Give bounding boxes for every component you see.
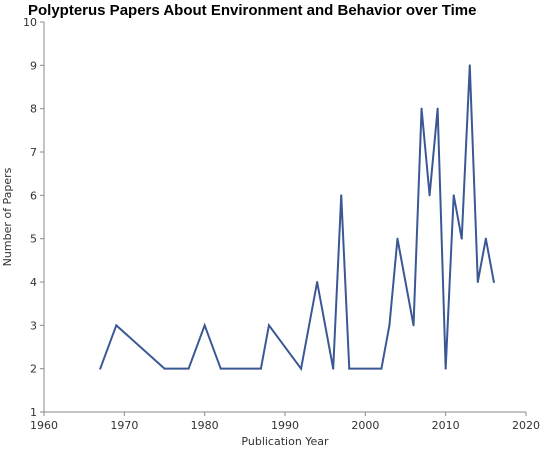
axis-labels: Publication Year Number of Papers bbox=[1, 167, 329, 448]
data-point bbox=[444, 367, 447, 370]
y-tick-label: 8 bbox=[30, 103, 37, 116]
y-tick-label: 3 bbox=[30, 319, 37, 332]
x-tick-label: 2000 bbox=[351, 419, 379, 432]
x-axis-title: Publication Year bbox=[241, 435, 329, 448]
data-point bbox=[259, 367, 262, 370]
data-point bbox=[460, 237, 463, 240]
data-point bbox=[436, 107, 439, 110]
data-point bbox=[476, 281, 479, 283]
data-point bbox=[452, 194, 455, 197]
y-tick-label: 7 bbox=[30, 146, 37, 159]
y-tick-label: 5 bbox=[30, 233, 37, 246]
x-tick-label: 1980 bbox=[191, 419, 219, 432]
data-point bbox=[267, 324, 270, 327]
data-point bbox=[348, 367, 351, 370]
data-point bbox=[163, 367, 166, 370]
data-point bbox=[468, 64, 471, 67]
x-tick-label: 1990 bbox=[271, 419, 299, 432]
x-tick-label: 2020 bbox=[512, 419, 540, 432]
axes: 1960 1970 1980 1990 2000 2010 2020 1 2 3 4 5 6 7 8 9 10 bbox=[23, 16, 540, 432]
data-point bbox=[219, 367, 222, 370]
series-group bbox=[99, 64, 495, 372]
data-point bbox=[428, 194, 431, 197]
data-point bbox=[187, 367, 190, 370]
data-point bbox=[388, 324, 391, 327]
y-tick-label: 10 bbox=[23, 16, 37, 29]
data-point bbox=[420, 107, 423, 110]
data-point bbox=[203, 324, 206, 327]
y-tick-label: 2 bbox=[30, 363, 37, 376]
data-point bbox=[380, 367, 383, 370]
data-point bbox=[300, 367, 303, 370]
data-point bbox=[316, 281, 319, 283]
y-tick-label: 6 bbox=[30, 189, 37, 202]
data-point bbox=[99, 367, 102, 370]
data-point bbox=[115, 324, 118, 327]
data-point bbox=[484, 237, 487, 240]
y-axis-title: Number of Papers bbox=[1, 167, 14, 266]
y-tick-label: 1 bbox=[30, 406, 37, 419]
x-tick-label: 2010 bbox=[432, 419, 460, 432]
series-line bbox=[99, 65, 495, 372]
x-tick-label: 1960 bbox=[30, 419, 58, 432]
data-point bbox=[492, 281, 495, 283]
data-point bbox=[396, 237, 399, 240]
chart-title: Polypterus Papers About Environment and … bbox=[28, 2, 477, 19]
x-tick-label: 1970 bbox=[110, 419, 138, 432]
data-point bbox=[340, 194, 343, 197]
y-tick-label: 9 bbox=[30, 59, 37, 72]
y-tick-label: 4 bbox=[30, 276, 37, 289]
data-point bbox=[412, 324, 415, 327]
data-point bbox=[332, 367, 335, 370]
